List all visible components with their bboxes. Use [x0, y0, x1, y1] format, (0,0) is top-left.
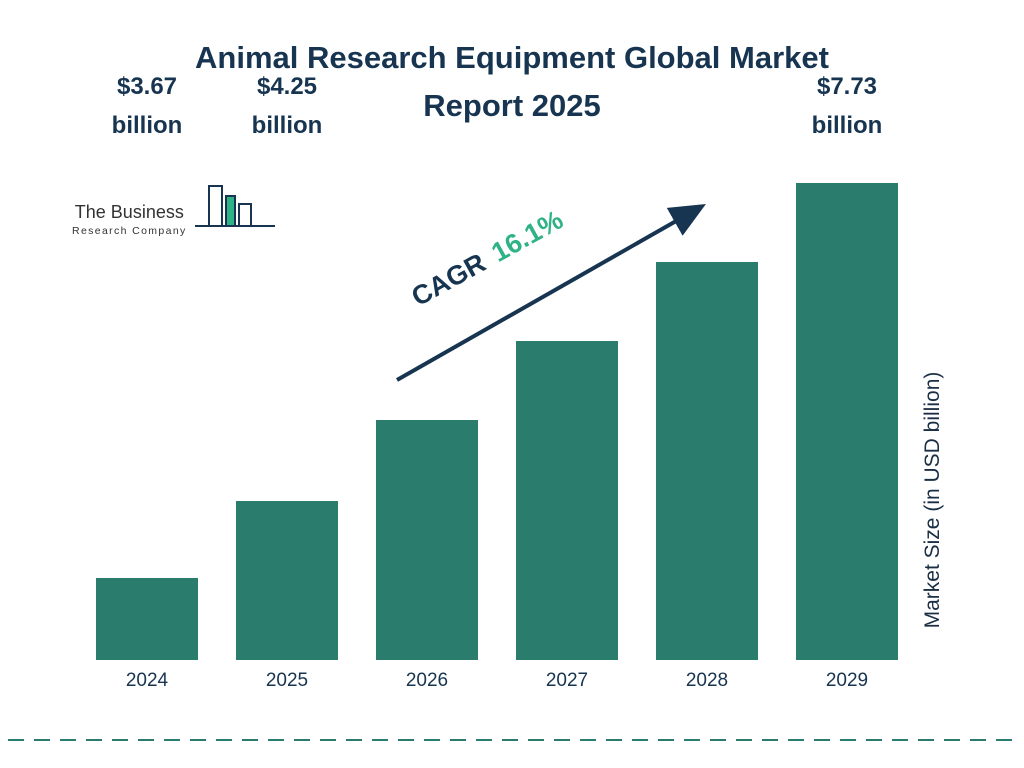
bar-chart: $3.67 billion 2024 $4.25 billion 2025 2026 2027…	[96, 73, 900, 691]
y-axis-label: Market Size (in USD billion)	[921, 371, 944, 629]
value-label-2024: $3.67 billion	[112, 67, 183, 146]
value-label-line: billion	[111, 112, 183, 140]
x-tick-2025: 2025	[265, 670, 309, 691]
company-logo: The Business Research Company	[72, 182, 277, 243]
x-tick-2024: 2024	[125, 670, 169, 691]
bar-chart-logo-icon	[193, 182, 277, 243]
x-tick-2028: 2028	[685, 670, 729, 691]
bar-column: $7.73 billion 2029	[796, 73, 898, 691]
value-label-line: billion	[811, 112, 883, 140]
value-label-line: $3.67	[116, 72, 178, 100]
bar-column: 2026	[376, 160, 478, 691]
bottom-dashed-rule	[8, 730, 1016, 741]
value-label-line: $4.25	[256, 72, 318, 100]
company-logo-text: The Business Research Company	[72, 202, 187, 237]
x-tick-2029: 2029	[825, 670, 869, 691]
bar-2025	[236, 501, 338, 660]
bar-2024	[96, 578, 198, 660]
bar-column: $4.25 billion 2025	[236, 73, 338, 691]
page-title: Animal Research Equipment Global Market …	[0, 34, 1024, 130]
value-label-line: billion	[251, 112, 323, 140]
page-title-line2: Report 2025	[423, 88, 601, 124]
value-label-2025: $4.25 billion	[252, 67, 323, 146]
bar-column: 2027	[516, 160, 618, 691]
company-name: The Business	[74, 202, 184, 223]
value-label-line: $7.73	[816, 72, 878, 100]
bar-2026	[376, 420, 478, 660]
value-label-2029: $7.73 billion	[812, 67, 883, 146]
bar-2027	[516, 341, 618, 660]
bar-2029	[796, 183, 898, 660]
page-title-line1: Animal Research Equipment Global Market	[195, 40, 829, 75]
company-subname: Research Company	[72, 225, 187, 237]
x-tick-2027: 2027	[545, 670, 589, 691]
bar-column: $3.67 billion 2024	[96, 73, 198, 691]
bar-column: 2028	[656, 160, 758, 691]
x-tick-2026: 2026	[405, 670, 449, 691]
bar-2028	[656, 262, 758, 660]
